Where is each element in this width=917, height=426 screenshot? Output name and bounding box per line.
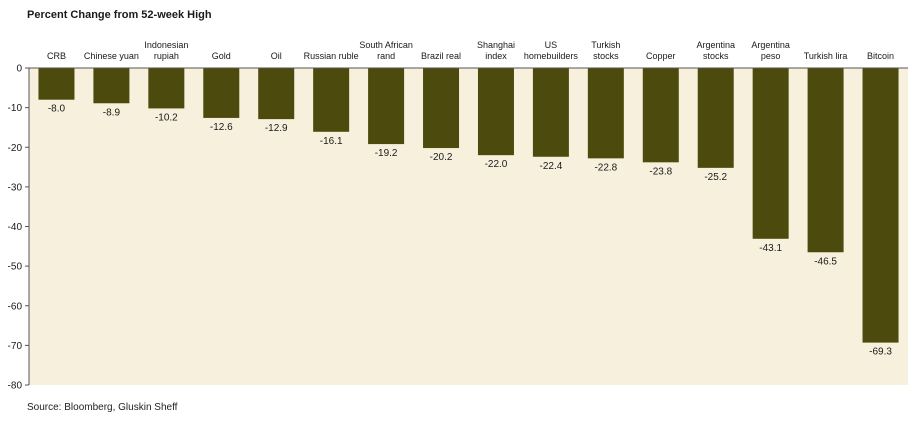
- category-label: US homebuilders: [524, 40, 579, 61]
- bar: [587, 68, 624, 159]
- bar: [477, 68, 514, 156]
- category-label: South African rand: [359, 40, 413, 61]
- data-label: -8.0: [48, 104, 66, 115]
- bar: [697, 68, 734, 168]
- data-label: -19.2: [375, 148, 398, 159]
- y-tick-label: -20: [8, 143, 23, 154]
- data-label: -12.6: [210, 122, 233, 133]
- y-tick-label: -60: [8, 301, 23, 312]
- category-label: Gold: [212, 51, 231, 61]
- data-label: -25.2: [704, 172, 727, 183]
- data-label: -12.9: [265, 123, 288, 134]
- data-label: -23.8: [649, 166, 672, 177]
- bar: [203, 68, 240, 118]
- data-label: -8.9: [103, 107, 121, 118]
- bar-series: [38, 68, 899, 343]
- bar: [258, 68, 295, 120]
- data-label: -16.1: [320, 136, 343, 147]
- data-label: -22.4: [540, 161, 563, 172]
- category-label: Bitcoin: [867, 51, 894, 61]
- bar: [38, 68, 75, 100]
- category-label: Turkish lira: [804, 51, 848, 61]
- bar: [752, 68, 789, 239]
- y-tick-label: 0: [16, 64, 22, 75]
- category-label: Argentina peso: [751, 40, 790, 61]
- category-label: Chinese yuan: [84, 51, 139, 61]
- bar: [93, 68, 130, 104]
- category-label: CRB: [47, 51, 66, 61]
- bar: [148, 68, 185, 109]
- category-label: Russian ruble: [304, 51, 359, 61]
- category-label: Oil: [271, 51, 282, 61]
- x-axis-categories: CRB Chinese yuan Indonesian rupiah Gold Oil Ru…: [47, 40, 894, 61]
- category-label: Copper: [646, 51, 676, 61]
- bar: [313, 68, 350, 132]
- data-label: -46.5: [814, 256, 837, 267]
- bar: [862, 68, 899, 343]
- category-label: Indonesian rupiah: [144, 40, 188, 61]
- y-axis: 0 -10 -20 -30 -40 -50 -60 -70 -80: [8, 64, 29, 392]
- source-note: Source: Bloomberg, Gluskin Sheff: [27, 402, 178, 413]
- y-tick-label: -30: [8, 182, 23, 193]
- category-label: Shanghai index: [477, 40, 515, 61]
- data-label: -10.2: [155, 112, 178, 123]
- chart-title: Percent Change from 52-week High: [27, 9, 212, 21]
- bar: [807, 68, 844, 253]
- bar: [532, 68, 569, 157]
- bar: [423, 68, 460, 149]
- data-labels: -8.0 -8.9 -10.2 -12.6 -12.9 -16.1 -19.2 -20.2 -2…: [48, 104, 893, 358]
- bar: [642, 68, 679, 163]
- bar: [368, 68, 405, 145]
- category-label: Brazil real: [421, 51, 461, 61]
- data-label: -22.0: [485, 159, 508, 170]
- data-label: -43.1: [759, 243, 782, 254]
- y-tick-label: -80: [8, 381, 23, 392]
- y-tick-label: -70: [8, 341, 23, 352]
- data-label: -69.3: [869, 347, 892, 358]
- data-label: -20.2: [430, 152, 453, 163]
- y-tick-label: -10: [8, 103, 23, 114]
- y-tick-label: -50: [8, 262, 23, 273]
- y-tick-label: -40: [8, 222, 23, 233]
- category-label: Argentina stocks: [696, 40, 735, 61]
- data-label: -22.8: [594, 162, 617, 173]
- category-label: Turkish stocks: [591, 40, 620, 61]
